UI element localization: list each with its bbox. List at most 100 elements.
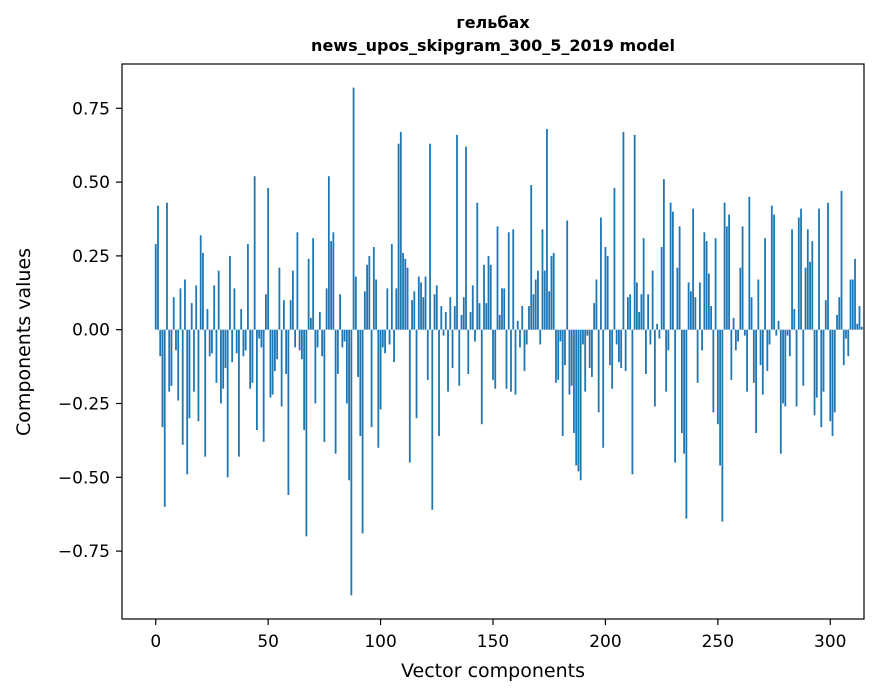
bar [804, 267, 807, 330]
bar [408, 329, 411, 463]
bar [269, 329, 272, 398]
bar [802, 329, 805, 386]
bar [743, 329, 746, 336]
bar [662, 179, 665, 330]
bar [514, 329, 517, 395]
x-axis: 0 50 100 150 200 250 300 [150, 619, 846, 652]
bar [591, 329, 593, 377]
bar [224, 329, 227, 369]
bar [359, 329, 362, 436]
bar [312, 238, 315, 330]
bar [256, 329, 258, 431]
bar [467, 329, 470, 374]
bar [507, 232, 510, 330]
bar [764, 238, 766, 330]
bar [806, 229, 809, 330]
bar [561, 329, 564, 436]
bar [546, 128, 548, 330]
bar [357, 329, 359, 377]
bar [386, 288, 389, 330]
bar [858, 306, 861, 330]
bar [800, 208, 802, 330]
bar [683, 329, 686, 454]
bar [251, 329, 254, 383]
bar [653, 329, 656, 407]
bar [620, 329, 623, 369]
bar [584, 329, 587, 392]
bar [202, 252, 204, 330]
y-axis: −0.75 −0.50 −0.25 0.00 0.25 0.50 0.75 [58, 99, 122, 562]
bar [579, 329, 582, 481]
bar [739, 267, 742, 330]
bar [840, 190, 843, 330]
bar [824, 300, 827, 330]
bar [750, 297, 753, 330]
bar [204, 329, 207, 457]
bar [773, 214, 775, 330]
bar [710, 306, 712, 330]
bar [827, 202, 829, 330]
bar [847, 329, 850, 357]
bar [642, 238, 645, 330]
bar [842, 329, 845, 366]
x-tick-label: 150 [477, 632, 509, 652]
bar [770, 205, 773, 330]
bar [170, 329, 173, 386]
bar [759, 329, 762, 366]
bar [406, 267, 409, 330]
bar [633, 134, 636, 330]
bar [159, 329, 162, 357]
y-axis-label: Components values [13, 248, 35, 436]
bar [197, 329, 200, 422]
bar [604, 247, 607, 330]
bar [555, 329, 557, 383]
bar [318, 311, 321, 330]
bar [638, 311, 641, 330]
bar [294, 329, 297, 348]
bar [570, 329, 573, 386]
bar [656, 323, 659, 330]
bar [669, 202, 672, 330]
bar [278, 267, 281, 330]
bar [757, 279, 760, 330]
bar [836, 314, 838, 330]
bar [460, 314, 463, 330]
bar [352, 87, 355, 330]
bar [716, 329, 719, 425]
bar [323, 329, 326, 442]
bar [285, 329, 288, 374]
bar [705, 241, 708, 330]
bar [402, 252, 404, 330]
bar [449, 297, 452, 330]
bar [498, 314, 501, 330]
y-tick-label: −0.75 [58, 542, 110, 562]
bar [645, 329, 647, 374]
y-tick-label: 0.00 [72, 321, 110, 341]
bar [453, 306, 456, 330]
bar [336, 329, 339, 374]
bar [516, 320, 519, 330]
bar [687, 282, 690, 330]
bar [226, 329, 229, 478]
bar [305, 329, 308, 537]
bar [723, 202, 726, 330]
bar [161, 329, 164, 428]
bar [528, 306, 530, 330]
bar [242, 329, 245, 357]
bar [413, 291, 416, 330]
bar [208, 329, 211, 357]
bar [157, 205, 159, 330]
bar [795, 329, 798, 407]
bar [186, 329, 189, 475]
bar [393, 329, 395, 363]
bar [327, 176, 330, 330]
bar [752, 329, 755, 383]
bar [791, 229, 793, 330]
bar [384, 329, 386, 354]
bar [600, 217, 602, 330]
bar [188, 329, 191, 419]
bar [593, 303, 596, 330]
bar [588, 329, 591, 369]
bar [215, 329, 218, 383]
